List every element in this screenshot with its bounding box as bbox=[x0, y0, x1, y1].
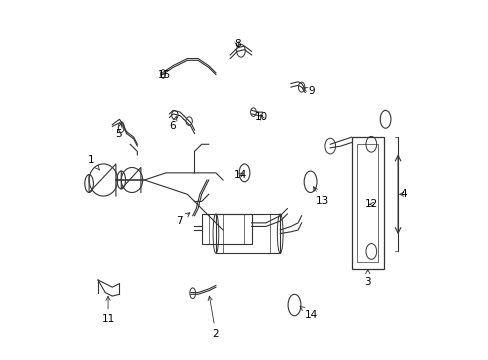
Bar bbox=[216, 214, 280, 253]
Text: 4: 4 bbox=[399, 189, 406, 199]
Text: 12: 12 bbox=[365, 199, 378, 209]
Text: 15: 15 bbox=[157, 69, 170, 80]
Text: 11: 11 bbox=[101, 296, 114, 324]
Text: 9: 9 bbox=[302, 86, 314, 96]
Text: 3: 3 bbox=[364, 270, 370, 287]
Text: 14: 14 bbox=[299, 306, 318, 320]
Text: 7: 7 bbox=[176, 213, 189, 226]
Bar bbox=[356, 144, 378, 262]
Text: 2: 2 bbox=[208, 296, 219, 339]
Text: 5: 5 bbox=[115, 123, 122, 139]
Text: 10: 10 bbox=[255, 112, 267, 122]
Text: 8: 8 bbox=[234, 39, 240, 49]
Text: 13: 13 bbox=[313, 187, 328, 206]
Text: 14: 14 bbox=[234, 170, 247, 180]
Text: 6: 6 bbox=[169, 116, 177, 131]
Bar bbox=[351, 137, 383, 269]
Text: 1: 1 bbox=[88, 156, 100, 170]
Bar bbox=[201, 214, 251, 244]
